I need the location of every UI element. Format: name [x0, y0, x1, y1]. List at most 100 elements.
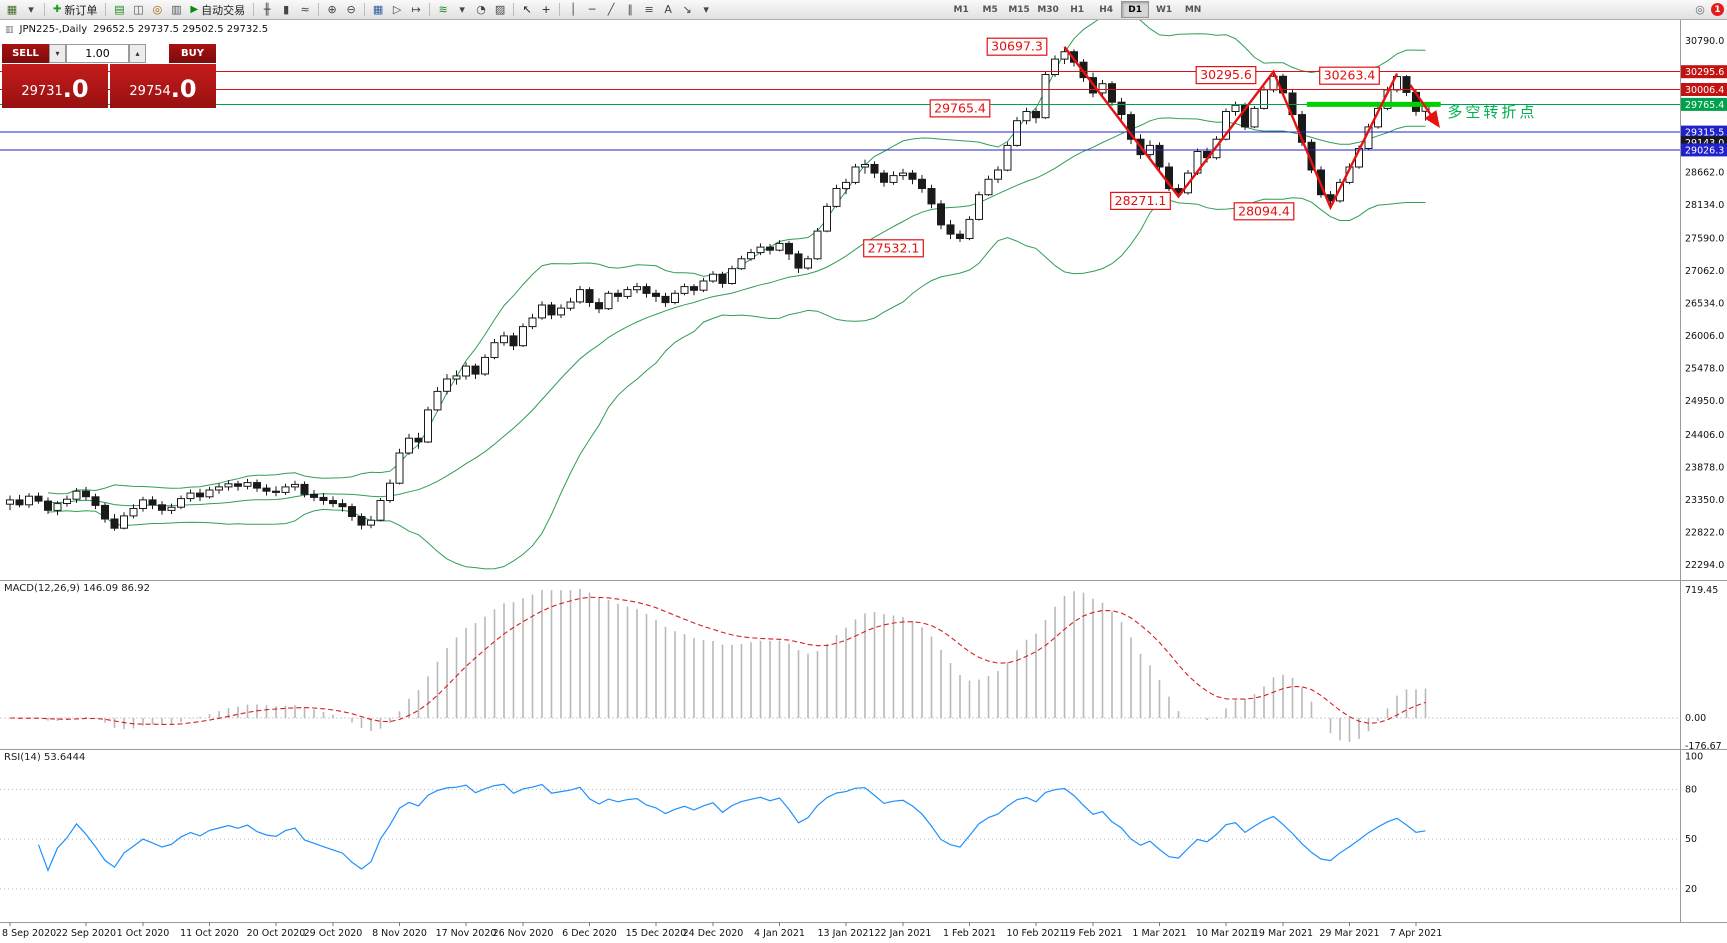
candle	[766, 246, 774, 251]
buy-button[interactable]: BUY	[169, 44, 216, 63]
rsi-axis-label: 80	[1685, 784, 1697, 795]
timeframe-m5[interactable]: M5	[982, 4, 998, 15]
macd-axis-label: 719.45	[1685, 585, 1718, 596]
volume-up-icon[interactable]: ▴	[129, 44, 146, 63]
candle	[329, 500, 337, 505]
fibonacci-icon[interactable]: ≡	[644, 3, 654, 16]
shapes-dropdown-icon[interactable]: ▾	[703, 3, 709, 16]
terminal-icon[interactable]: ▥	[171, 3, 182, 16]
macd-pane	[0, 589, 1680, 742]
zoom-out-icon[interactable]: ⊖	[346, 3, 356, 16]
new-order-button[interactable]: ✚ 新订单	[49, 2, 101, 17]
horizontal-line-icon[interactable]: ─	[588, 3, 596, 16]
auto-scroll-icon[interactable]: ▷	[392, 3, 402, 16]
price-annotation[interactable]: 29765.4	[929, 99, 991, 118]
indicators-dropdown-icon[interactable]: ▾	[459, 3, 465, 16]
bar-chart-icon[interactable]: ╫	[263, 3, 271, 16]
down-arrow[interactable]	[1409, 84, 1440, 128]
navigator-icon[interactable]: ◎	[152, 3, 163, 16]
sell-price-button[interactable]: 29731.0	[2, 64, 108, 108]
candle	[224, 483, 233, 488]
candle	[1155, 144, 1164, 168]
candlestick-chart-icon[interactable]: ▮	[283, 3, 290, 16]
candle	[908, 172, 917, 180]
crosshair-icon[interactable]: +	[541, 3, 551, 16]
sell-button[interactable]: SELL	[2, 44, 49, 63]
macd-indicator-header: MACD(12,26,9) 146.09 86.92	[4, 583, 150, 594]
volume-down-icon[interactable]: ▾	[49, 44, 66, 63]
vertical-line-icon[interactable]: │	[569, 3, 577, 16]
price-annotation[interactable]: 28094.4	[1233, 202, 1295, 221]
price-annotation[interactable]: 28271.1	[1110, 191, 1171, 210]
search-icon[interactable]: ◎	[1695, 3, 1705, 16]
text-icon[interactable]: A	[664, 3, 672, 16]
notification-badge[interactable]: 1	[1711, 3, 1724, 16]
candle	[718, 273, 727, 284]
templates-icon[interactable]: ▨	[494, 3, 506, 16]
candle	[148, 499, 157, 506]
timeframe-w1[interactable]: W1	[1155, 4, 1173, 15]
price-annotation[interactable]: 30263.4	[1319, 66, 1380, 85]
price-axis-tag-text: 29026.3	[1685, 145, 1724, 156]
date-axis-label: 6 Dec 2020	[562, 928, 617, 939]
chart-shift-icon[interactable]: ↦	[411, 3, 421, 16]
cursor-icon[interactable]: ↖	[522, 3, 532, 16]
timeframe-h1[interactable]: H1	[1070, 4, 1084, 15]
periods-icon[interactable]: ◔	[476, 3, 486, 16]
arrow-tools-icon[interactable]: ↘	[682, 3, 692, 16]
rsi-indicator-header: RSI(14) 53.6444	[4, 752, 85, 763]
timeframe-mn[interactable]: MN	[1184, 4, 1202, 15]
toolbar-separator	[559, 3, 561, 16]
candle	[348, 506, 356, 518]
indicators-icon[interactable]: ≋	[438, 3, 448, 16]
new-chart-icon[interactable]: ▦	[6, 3, 18, 16]
price-axis-label: 28662.0	[1685, 167, 1724, 178]
toolbar-separator	[364, 3, 366, 16]
date-axis-label: 8 Nov 2020	[372, 928, 427, 939]
buy-price-button[interactable]: 29754.0	[110, 64, 216, 108]
autotrading-button[interactable]: ▶ 自动交易	[186, 2, 249, 17]
trend-zigzag[interactable]	[1063, 46, 1399, 211]
rsi-label: RSI(14)	[4, 752, 41, 763]
price-annotation-text: 28271.1	[1115, 193, 1167, 208]
candle	[1013, 120, 1021, 146]
date-axis-label: 20 Oct 2020	[247, 928, 306, 939]
date-axis-label: 8 Sep 2020	[2, 928, 56, 939]
candle	[243, 482, 252, 487]
line-chart-icon[interactable]: ≈	[300, 3, 310, 16]
tile-windows-icon[interactable]: ▦	[372, 3, 384, 16]
candle	[709, 273, 717, 282]
price-annotation[interactable]: 27532.1	[863, 239, 924, 258]
price-axis-label: 28134.0	[1685, 200, 1724, 211]
price-annotation[interactable]: 30697.3	[986, 37, 1048, 56]
candle	[139, 499, 147, 509]
candle	[699, 280, 708, 291]
timeframe-m30[interactable]: M30	[1037, 4, 1059, 15]
price-axis-label: 22822.0	[1685, 527, 1724, 538]
buy-price-fraction: .0	[170, 75, 197, 103]
market-watch-icon[interactable]: ▤	[114, 3, 125, 16]
date-axis-label: 1 Oct 2020	[117, 928, 170, 939]
trendline-icon[interactable]: ╱	[607, 3, 615, 16]
timeframe-m1[interactable]: M1	[953, 4, 969, 15]
candle	[1070, 51, 1078, 63]
date-axis-label: 15 Dec 2020	[626, 928, 687, 939]
timeframe-m15[interactable]: M15	[1008, 4, 1030, 15]
zoom-in-icon[interactable]: ⊕	[327, 3, 337, 16]
new-order-button-label: 新订单	[64, 3, 98, 17]
timeframe-d1[interactable]: D1	[1121, 1, 1150, 18]
data-window-icon[interactable]: ◫	[133, 3, 144, 16]
candle	[728, 268, 736, 285]
candle	[918, 178, 926, 190]
rsi-axis-label: 20	[1685, 884, 1697, 895]
candle	[72, 490, 81, 500]
candle	[63, 498, 71, 505]
timeframe-h4[interactable]: H4	[1099, 4, 1113, 15]
volume-input[interactable]: 1.00	[66, 44, 129, 63]
profiles-dropdown-icon[interactable]: ▾	[28, 3, 34, 16]
candle	[680, 286, 689, 294]
price-annotation[interactable]: 30295.6	[1195, 65, 1257, 85]
candle	[1336, 181, 1344, 202]
channel-icon[interactable]: ∥	[627, 3, 633, 16]
